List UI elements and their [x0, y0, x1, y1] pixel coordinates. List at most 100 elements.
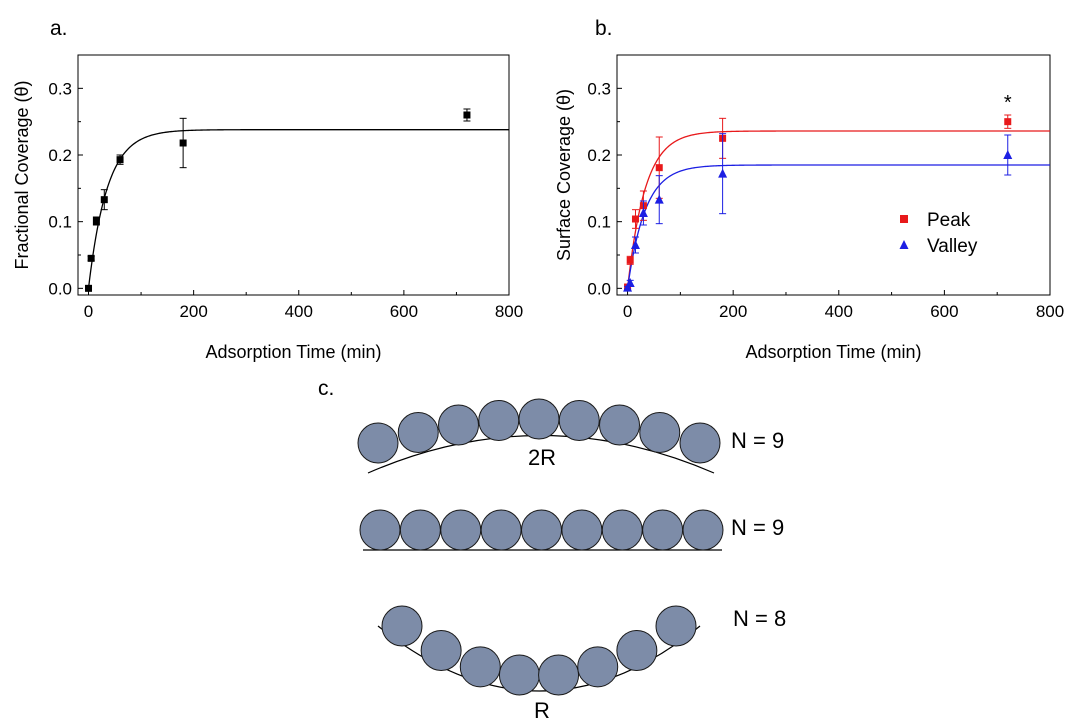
fit-curves: [87, 129, 509, 289]
particle-circle: [679, 422, 721, 464]
y-tick-label: 0.0: [48, 279, 72, 298]
flat-surface-row: N = 9: [359, 509, 784, 551]
particle-circle: [655, 605, 697, 647]
significance-annotation: *: [1004, 92, 1012, 114]
y-tick-label: 0.3: [48, 79, 72, 98]
particle-circle: [538, 654, 580, 696]
data-point: [638, 208, 648, 217]
data-point: [1003, 150, 1013, 159]
x-tick-label: 0: [623, 302, 632, 321]
y-tick-label: 0.1: [48, 213, 72, 232]
radius-label-r: R: [534, 698, 550, 723]
y-axis-title: Fractional Coverage (θ): [12, 80, 32, 269]
particle-circle: [480, 509, 522, 551]
fit-curve: [87, 129, 509, 289]
particle-circle: [397, 412, 439, 453]
data-point: [100, 196, 108, 204]
radius-label-2r: 2R: [528, 445, 556, 470]
y-tick-label: 0.2: [48, 146, 72, 165]
particle-row-concave: [381, 605, 697, 696]
particle-circle: [381, 605, 423, 647]
data-points: [85, 108, 471, 292]
data-points: [623, 114, 1013, 292]
particle-circle: [438, 404, 479, 446]
n-label-flat: N = 9: [731, 515, 784, 540]
particle-circle: [357, 422, 399, 464]
panel-a-label: a.: [50, 17, 68, 40]
particle-circle: [599, 404, 640, 446]
particle-circle: [521, 509, 562, 551]
fit-curve: [626, 130, 1050, 289]
particle-circle: [558, 400, 600, 441]
data-point: [655, 164, 663, 172]
x-tick-label: 600: [390, 302, 418, 321]
data-point: [631, 215, 639, 223]
particle-circle: [601, 509, 643, 551]
particle-circle: [498, 654, 540, 696]
fit-curve: [626, 164, 1050, 289]
y-tick-label: 0.1: [587, 213, 611, 232]
particle-circle: [616, 629, 658, 671]
particle-row-convex: [357, 398, 721, 464]
plot-frame: [77, 54, 510, 296]
legend-peak-marker: [900, 215, 908, 223]
y-tick-label: 0.2: [587, 146, 611, 165]
x-tick-label: 0: [84, 302, 93, 321]
data-point: [654, 194, 664, 204]
particle-circle: [561, 509, 603, 551]
n-label-concave: N = 8: [733, 606, 786, 631]
particle-circle: [639, 412, 681, 453]
axis-ticks: 0 200 400 600 800 0.0 0.1 0.2 0.3: [587, 79, 1064, 321]
x-tick-label: 200: [179, 302, 207, 321]
particle-circle: [577, 646, 619, 688]
legend-peak-label: Peak: [927, 210, 971, 231]
x-tick-label: 400: [825, 302, 853, 321]
convex-surface-row: 2R N = 9: [357, 398, 784, 474]
concave-surface-row: N = 8 R: [377, 605, 786, 723]
particle-circle: [359, 509, 401, 551]
particle-circle: [420, 629, 462, 671]
panel-b-label: b.: [595, 17, 613, 40]
plot-frame: [616, 54, 1051, 296]
data-point: [87, 254, 95, 262]
legend-valley-marker: [899, 240, 909, 249]
data-point: [626, 256, 634, 264]
y-tick-label: 0.0: [587, 279, 611, 298]
axis-ticks: 0 200 400 600 800 0.0 0.1 0.2 0.3: [48, 79, 523, 321]
x-tick-label: 200: [719, 302, 747, 321]
y-tick-label: 0.3: [587, 79, 611, 98]
particle-circle: [642, 509, 684, 551]
fit-curves: [626, 130, 1050, 289]
x-axis-title: Adsorption Time (min): [745, 342, 921, 362]
data-point: [630, 240, 640, 249]
x-axis-title: Adsorption Time (min): [205, 342, 381, 362]
data-point: [463, 111, 471, 119]
data-point: [625, 278, 635, 287]
panel-a-chart: a. 0 200 400 600 800 0.0 0.1 0.2 0.3 Adsorption …: [12, 17, 523, 362]
n-label-convex: N = 9: [731, 428, 784, 453]
panel-b-chart: b. 0 200 400 600 800 0.0 0.1 0.2 0.3 * Peak Vall…: [554, 17, 1064, 362]
x-tick-label: 600: [930, 302, 958, 321]
data-point: [116, 156, 124, 164]
panel-c-diagram: c. 2R N = 9 N = 9 N = 8 R: [318, 377, 786, 723]
x-tick-label: 400: [285, 302, 313, 321]
x-tick-label: 800: [1036, 302, 1064, 321]
particle-circle: [478, 400, 520, 441]
x-tick-label: 800: [495, 302, 523, 321]
particle-circle: [399, 509, 441, 551]
concave-surface-line: [377, 625, 701, 692]
particle-circle: [518, 398, 560, 440]
data-point: [179, 139, 187, 147]
data-point: [1004, 118, 1012, 126]
particle-circle: [440, 509, 482, 551]
legend-valley-label: Valley: [927, 236, 978, 257]
data-point: [623, 282, 633, 292]
data-point: [92, 217, 100, 225]
panel-c-label: c.: [318, 377, 334, 400]
particle-circle: [682, 509, 724, 551]
y-axis-title: Surface Coverage (θ): [554, 89, 574, 261]
particle-row-flat: [359, 509, 724, 551]
particle-circle: [459, 646, 501, 688]
legend: Peak Valley: [899, 210, 978, 257]
